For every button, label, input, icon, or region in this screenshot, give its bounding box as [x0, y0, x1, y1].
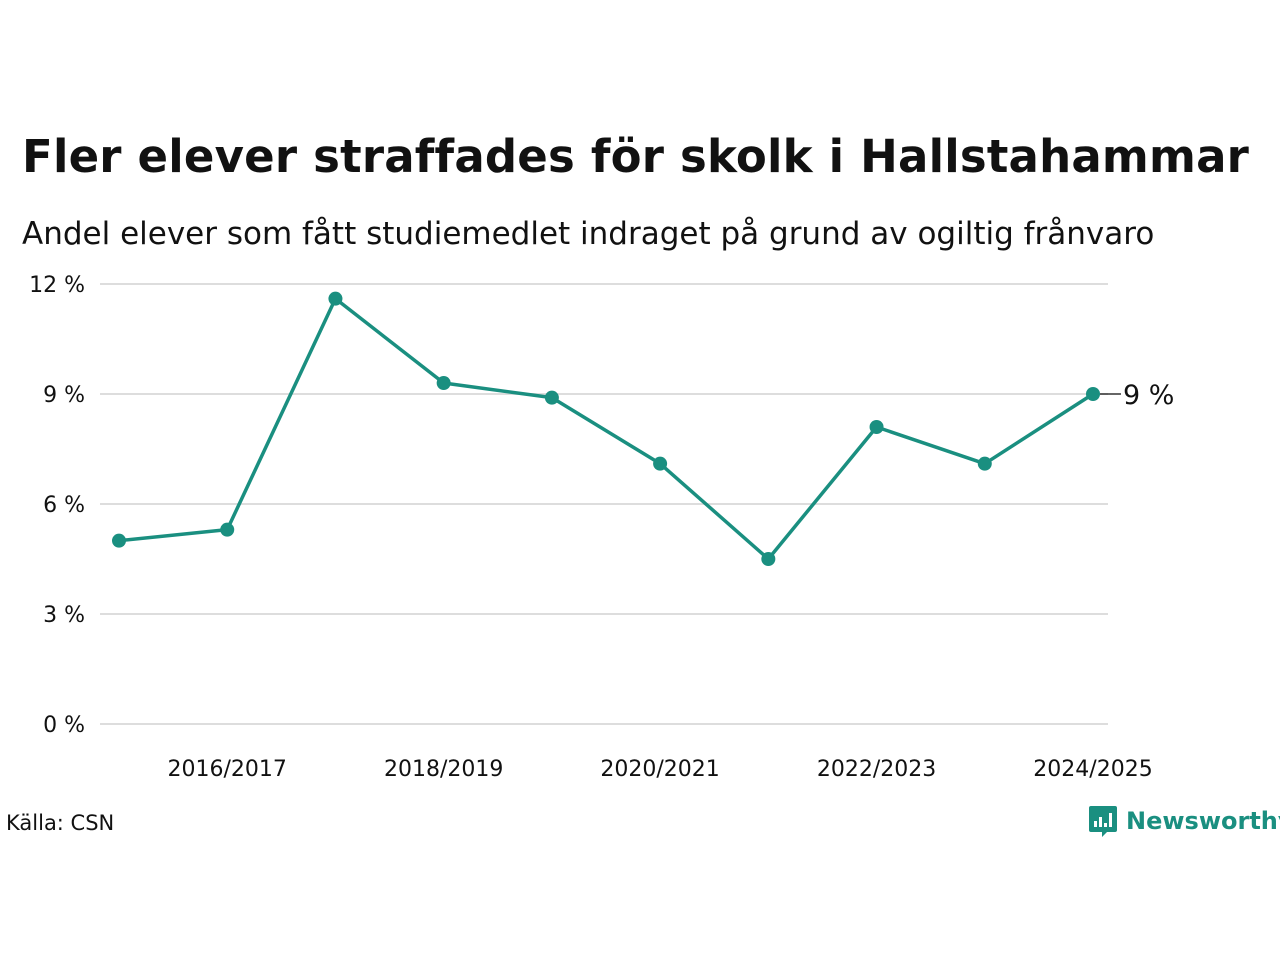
source-note: Källa: CSN: [6, 811, 115, 835]
y-tick-label: 0 %: [43, 713, 85, 738]
end-value-label: 9 %: [1123, 380, 1174, 411]
x-tick-label: 2022/2023: [817, 757, 936, 782]
y-tick-label: 12 %: [29, 273, 85, 298]
data-point[interactable]: [977, 456, 992, 471]
x-tick-label: 2018/2019: [384, 757, 503, 782]
newsworthy-logo-icon: [1089, 806, 1117, 837]
data-point[interactable]: [328, 291, 343, 306]
data-point[interactable]: [436, 376, 451, 390]
x-tick-label: 2020/2021: [600, 757, 719, 782]
brand-name: Newsworthy: [1126, 807, 1280, 835]
data-point[interactable]: [869, 420, 884, 434]
y-tick-label: 9 %: [43, 383, 85, 408]
data-point[interactable]: [112, 533, 126, 548]
chart-subtitle: Andel elever som fått studiemedlet indra…: [22, 216, 1155, 252]
data-point[interactable]: [220, 522, 235, 537]
data-point[interactable]: [544, 390, 559, 405]
series-line: [118, 296, 1094, 561]
y-tick-label: 3 %: [43, 603, 85, 628]
data-point[interactable]: [761, 552, 776, 566]
y-tick-label: 6 %: [43, 493, 85, 518]
chart-title: Fler elever straffades för skolk i Halls…: [22, 130, 1250, 183]
x-tick-label: 2024/2025: [1033, 757, 1152, 782]
data-point[interactable]: [1086, 387, 1100, 401]
x-tick-label: 2016/2017: [168, 757, 287, 782]
data-point[interactable]: [653, 456, 668, 471]
brand-logo[interactable]: Newsworthy: [1088, 804, 1280, 838]
